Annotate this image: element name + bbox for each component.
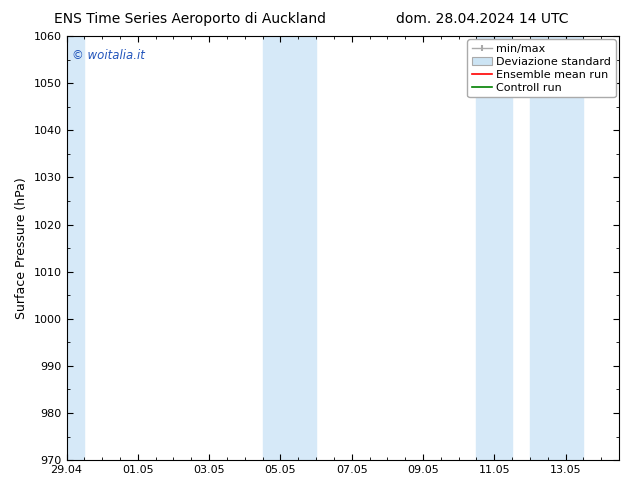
Bar	[530, 36, 583, 460]
Bar	[262, 36, 316, 460]
Y-axis label: Surface Pressure (hPa): Surface Pressure (hPa)	[15, 177, 28, 319]
Text: dom. 28.04.2024 14 UTC: dom. 28.04.2024 14 UTC	[396, 12, 568, 26]
Legend: min/max, Deviazione standard, Ensemble mean run, Controll run: min/max, Deviazione standard, Ensemble m…	[467, 40, 616, 97]
Text: © woitalia.it: © woitalia.it	[72, 49, 145, 62]
Bar	[476, 36, 512, 460]
Text: ENS Time Series Aeroporto di Auckland: ENS Time Series Aeroporto di Auckland	[54, 12, 327, 26]
Bar	[67, 36, 84, 460]
